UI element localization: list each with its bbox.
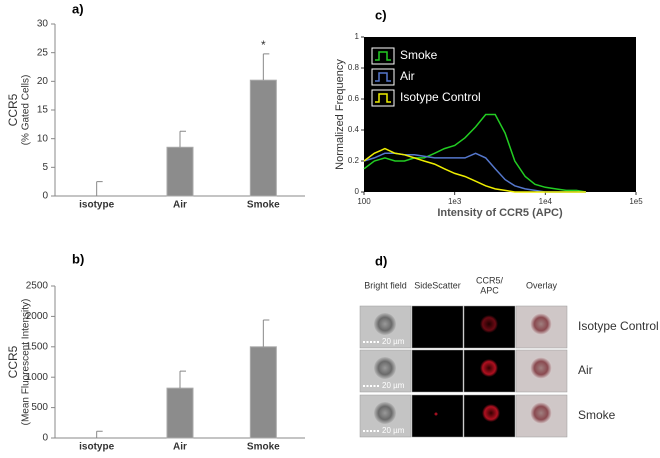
y-tick-label: 5 bbox=[42, 162, 48, 173]
x-tick-label: Smoke bbox=[247, 200, 280, 211]
error-bar bbox=[179, 130, 186, 148]
legend-swatch-box bbox=[371, 89, 395, 107]
panel-label: c) bbox=[375, 7, 387, 22]
y-tick-label: 15 bbox=[37, 105, 49, 116]
legend-label: Isotype Control bbox=[400, 90, 481, 104]
cell bbox=[480, 315, 498, 333]
row-label: Smoke bbox=[578, 408, 616, 422]
y-tick-label: 25 bbox=[37, 47, 49, 58]
scale-label: 20 µm bbox=[382, 337, 405, 346]
legend-swatch-box bbox=[371, 47, 395, 65]
column-header: Overlay bbox=[526, 280, 558, 290]
column-header: Bright field bbox=[364, 280, 407, 290]
cell-image bbox=[411, 349, 464, 393]
cell bbox=[482, 404, 500, 422]
bar bbox=[249, 79, 277, 197]
legend-swatch-box bbox=[371, 68, 395, 86]
panel-label: d) bbox=[375, 253, 387, 268]
y-tick-label: 0.6 bbox=[348, 94, 360, 103]
x-tick-label: isotype bbox=[79, 200, 114, 211]
x-tick-label: isotype bbox=[79, 442, 114, 453]
column-header: SideScatter bbox=[414, 280, 461, 290]
x-tick-label: Air bbox=[173, 442, 187, 453]
legend-swatch bbox=[375, 72, 391, 82]
cell bbox=[374, 313, 396, 335]
panel-label: b) bbox=[72, 251, 84, 266]
error-bar bbox=[262, 319, 270, 347]
y-tick-label: 1500 bbox=[26, 341, 49, 352]
column-header: APC bbox=[480, 285, 499, 295]
error-bar bbox=[96, 181, 103, 196]
row-label: Isotype Control bbox=[578, 319, 659, 333]
annotation: * bbox=[261, 38, 266, 52]
legend-label: Air bbox=[400, 69, 415, 83]
y-tick-label: 0.4 bbox=[348, 125, 360, 134]
legend-swatch bbox=[375, 93, 391, 103]
y-tick-label: 0 bbox=[42, 191, 48, 202]
legend-swatch bbox=[375, 51, 391, 61]
y-tick-label: 0 bbox=[42, 433, 48, 444]
y-tick-label: 2500 bbox=[26, 281, 49, 292]
series-line bbox=[363, 147, 586, 193]
scale-label: 20 µm bbox=[382, 381, 405, 390]
y-tick-label: 0 bbox=[355, 187, 360, 196]
y-tick-label: 10 bbox=[37, 133, 49, 144]
y-axis-label: CCR5 bbox=[6, 93, 20, 126]
y-tick-label: 1000 bbox=[26, 372, 49, 383]
x-tick-label: 1e3 bbox=[448, 197, 462, 206]
y-axis-label: (% Gated Cells) bbox=[21, 75, 32, 146]
speck bbox=[434, 412, 438, 416]
y-tick-label: 2000 bbox=[26, 311, 49, 322]
cell bbox=[530, 313, 552, 335]
y-axis-label: (Mean Fluorescent Intensity) bbox=[21, 299, 32, 426]
cell-image bbox=[411, 305, 464, 349]
x-tick-label: 1e5 bbox=[629, 197, 643, 206]
bar bbox=[166, 387, 194, 439]
y-tick-label: 30 bbox=[37, 19, 49, 30]
y-tick-label: 1 bbox=[355, 32, 360, 41]
x-tick-label: Air bbox=[173, 200, 187, 211]
column-header: CCR5/ bbox=[476, 275, 504, 285]
cell bbox=[530, 402, 552, 424]
error-bar bbox=[96, 430, 103, 438]
x-tick-label: Smoke bbox=[247, 442, 280, 453]
x-axis-label: Intensity of CCR5 (APC) bbox=[437, 207, 563, 219]
bar bbox=[166, 146, 194, 197]
legend-label: Smoke bbox=[400, 48, 438, 62]
scale-label: 20 µm bbox=[382, 426, 405, 435]
y-tick-label: 500 bbox=[31, 402, 48, 413]
y-axis-label: CCR5 bbox=[6, 345, 20, 378]
bar bbox=[249, 346, 277, 439]
error-bar bbox=[262, 53, 270, 81]
y-tick-label: 0.2 bbox=[348, 156, 360, 165]
x-tick-label: 1e4 bbox=[539, 197, 553, 206]
cell bbox=[530, 357, 552, 379]
panel-label: a) bbox=[72, 1, 84, 16]
x-tick-label: 100 bbox=[357, 197, 371, 206]
series-line bbox=[363, 113, 587, 193]
cell bbox=[374, 357, 396, 379]
y-axis-label: Normalized Frequency bbox=[334, 59, 346, 170]
cell bbox=[374, 402, 396, 424]
y-tick-label: 20 bbox=[37, 76, 49, 87]
error-bar bbox=[179, 370, 186, 389]
plot-background bbox=[364, 37, 636, 192]
row-label: Air bbox=[578, 363, 593, 377]
cell-image bbox=[411, 394, 464, 438]
y-tick-label: 0.8 bbox=[348, 63, 360, 72]
cell bbox=[480, 359, 498, 377]
